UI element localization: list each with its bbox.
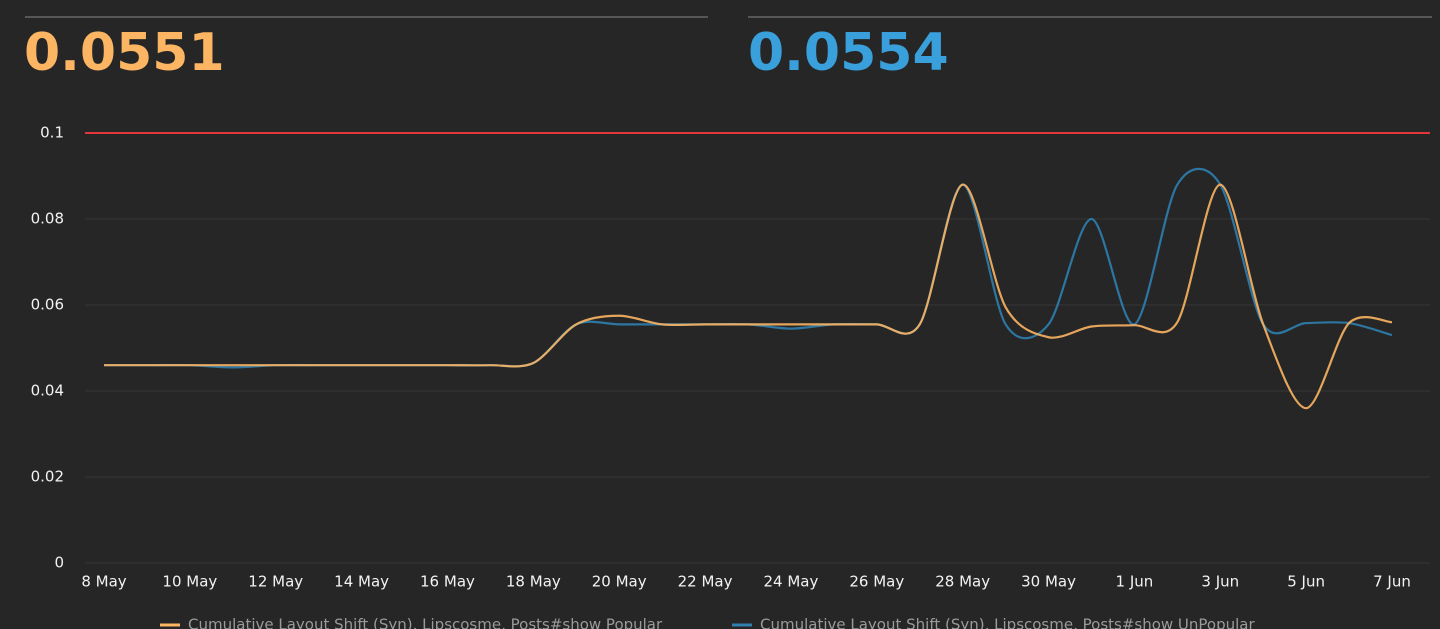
legend-label: Cumulative Layout Shift (Syn), Lipscosme… (760, 616, 1255, 629)
x-tick-label: 3 Jun (1201, 573, 1239, 591)
x-tick-label: 28 May (935, 573, 990, 591)
y-tick-label: 0.02 (31, 468, 64, 486)
x-tick-label: 5 Jun (1287, 573, 1325, 591)
x-tick-label: 7 Jun (1373, 573, 1411, 591)
summary-value: 0.0551 (24, 23, 225, 83)
x-tick-label: 24 May (763, 573, 818, 591)
legend-label: Cumulative Layout Shift (Syn), Lipscosme… (188, 616, 663, 629)
summary-value: 0.0554 (748, 23, 949, 83)
x-tick-label: 20 May (592, 573, 647, 591)
y-tick-label: 0.08 (31, 210, 64, 228)
x-tick-label: 10 May (162, 573, 217, 591)
y-tick-label: 0.06 (31, 296, 64, 314)
x-tick-label: 18 May (506, 573, 561, 591)
x-tick-label: 1 Jun (1116, 573, 1154, 591)
x-tick-label: 16 May (420, 573, 475, 591)
x-tick-label: 12 May (248, 573, 303, 591)
series-line (104, 183, 1393, 410)
x-tick-label: 14 May (334, 573, 389, 591)
y-tick-label: 0 (54, 554, 64, 572)
y-tick-label: 0.1 (40, 124, 64, 142)
x-tick-label: 30 May (1021, 573, 1076, 591)
x-tick-label: 22 May (678, 573, 733, 591)
y-tick-label: 0.04 (31, 382, 64, 400)
x-tick-label: 8 May (81, 573, 126, 591)
x-tick-label: 26 May (849, 573, 904, 591)
